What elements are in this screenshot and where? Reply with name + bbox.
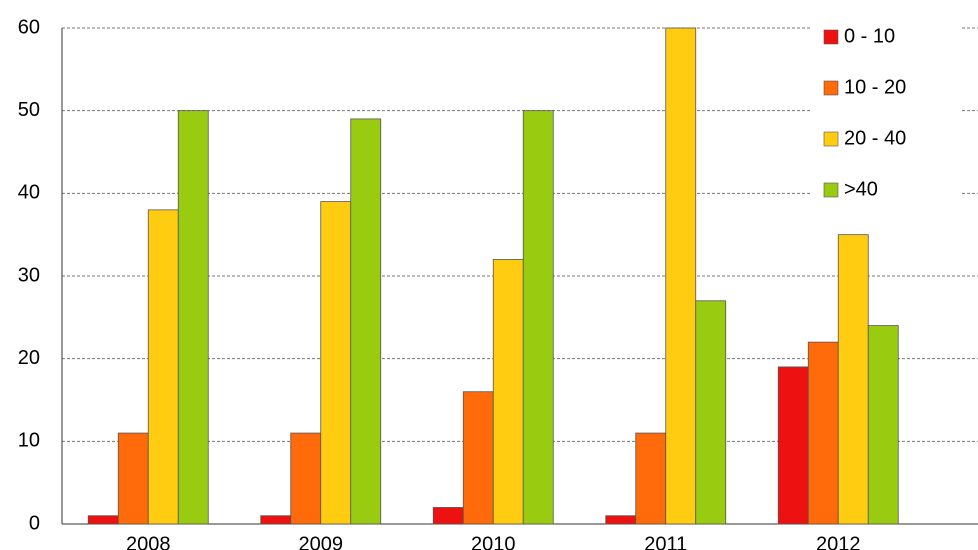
bar (635, 432, 667, 525)
bar (147, 209, 179, 525)
y-tick-label: 0 (29, 512, 40, 534)
bar (807, 341, 839, 525)
x-tick-label: 2010 (471, 533, 516, 550)
y-tick-label: 60 (18, 16, 40, 38)
y-tick-label: 40 (18, 182, 40, 204)
y-tick-label: 50 (18, 99, 40, 121)
legend-swatch (823, 131, 839, 147)
bar (837, 234, 869, 525)
y-tick-label: 30 (18, 264, 40, 286)
legend-swatch (823, 182, 839, 198)
bar (117, 432, 149, 525)
legend-box (812, 16, 962, 208)
bar (492, 259, 524, 525)
bar (605, 515, 637, 525)
legend-label: >40 (844, 178, 878, 200)
bar (320, 201, 352, 525)
bar (522, 110, 554, 525)
bar (777, 366, 809, 525)
y-tick-label: 20 (18, 347, 40, 369)
bar (867, 325, 899, 525)
x-tick-label: 2008 (126, 533, 171, 550)
x-tick-label: 2009 (299, 533, 344, 550)
legend-swatch (823, 80, 839, 96)
y-tick-label: 10 (18, 430, 40, 452)
bar (350, 118, 382, 525)
bar (290, 432, 322, 525)
legend-label: 20 - 40 (844, 127, 906, 149)
bar (695, 300, 727, 525)
bar (432, 507, 464, 525)
x-tick-label: 2012 (816, 533, 861, 550)
legend-label: 0 - 10 (844, 25, 895, 47)
bar (87, 515, 119, 525)
x-tick-label: 2011 (644, 533, 687, 550)
legend-label: 10 - 20 (844, 76, 906, 98)
bar (665, 27, 697, 525)
bar (462, 391, 494, 525)
legend-swatch (823, 29, 839, 45)
bar (260, 515, 292, 525)
bar (177, 110, 209, 525)
